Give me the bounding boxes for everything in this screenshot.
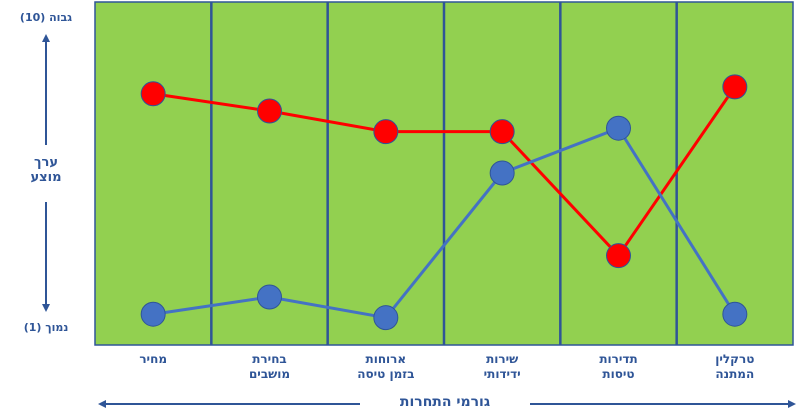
point xyxy=(606,115,631,141)
point xyxy=(373,305,399,331)
point xyxy=(373,119,399,145)
point xyxy=(606,243,631,269)
point xyxy=(722,301,748,327)
y-tick-label: גבוה (10) xyxy=(20,11,72,24)
x-tick-label: שירות ידידותי xyxy=(483,352,521,381)
point xyxy=(489,160,515,186)
point xyxy=(489,119,515,145)
point xyxy=(140,301,166,327)
x-tick-label: טרקלין המתנה xyxy=(715,352,755,381)
x-tick-label: ארוחות בזמן טיסה xyxy=(357,352,415,381)
point xyxy=(722,74,748,100)
x-tick-label: תדירות טיסות xyxy=(599,352,638,381)
series-line xyxy=(152,86,737,259)
point xyxy=(140,81,166,107)
point xyxy=(257,98,282,124)
x-axis-label: גורמי התחרות xyxy=(360,395,530,410)
x-tick-label: מחיר xyxy=(139,352,167,366)
point xyxy=(257,284,282,310)
series-line xyxy=(152,126,737,320)
x-tick-label: בחירת מושבים xyxy=(248,352,291,381)
y-axis-label: ערך מוצע xyxy=(30,155,62,185)
y-tick-label: נמוך (1) xyxy=(24,321,69,334)
